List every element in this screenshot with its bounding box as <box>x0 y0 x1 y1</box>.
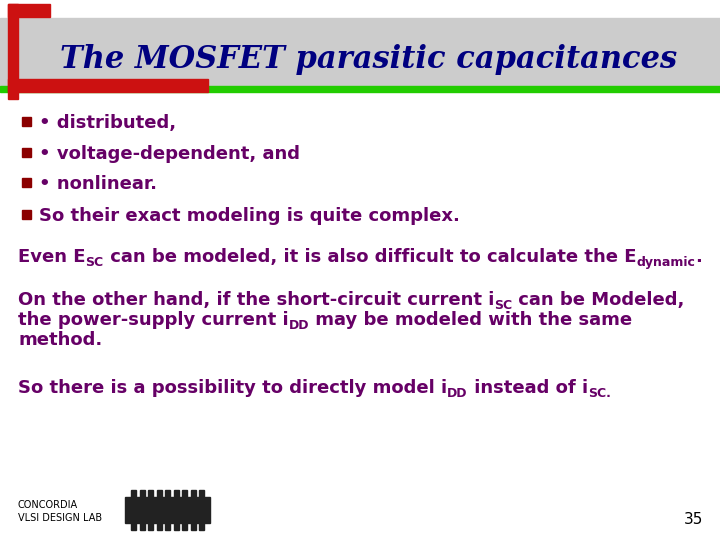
Bar <box>191 490 196 497</box>
Bar <box>22 117 31 126</box>
Bar <box>125 497 210 523</box>
Bar <box>191 523 196 530</box>
Bar <box>22 178 31 187</box>
Bar <box>165 523 170 530</box>
Bar <box>156 523 161 530</box>
Bar <box>182 523 187 530</box>
Bar <box>165 490 170 497</box>
Bar <box>131 523 136 530</box>
Bar <box>8 79 208 92</box>
Text: SC: SC <box>495 299 513 312</box>
Text: SC.: SC. <box>588 387 611 400</box>
Text: The MOSFET parasitic capacitances: The MOSFET parasitic capacitances <box>60 44 677 75</box>
Bar <box>148 523 153 530</box>
Bar <box>140 523 145 530</box>
Text: DD: DD <box>447 387 467 400</box>
Bar <box>22 148 31 157</box>
Text: SC: SC <box>86 256 104 269</box>
Text: method.: method. <box>18 331 102 349</box>
Text: .: . <box>695 248 702 266</box>
Bar <box>140 490 145 497</box>
Text: can be modeled, it is also difficult to calculate the E: can be modeled, it is also difficult to … <box>104 248 636 266</box>
Text: can be Modeled,: can be Modeled, <box>513 291 685 309</box>
Text: • voltage-dependent, and: • voltage-dependent, and <box>39 145 300 163</box>
Text: So there is a possibility to directly model i: So there is a possibility to directly mo… <box>18 379 447 397</box>
Bar <box>0 18 720 86</box>
Bar <box>174 490 179 497</box>
Text: 35: 35 <box>683 512 703 527</box>
Text: On the other hand, if the short-circuit current i: On the other hand, if the short-circuit … <box>18 291 495 309</box>
Text: dynamic: dynamic <box>636 256 695 269</box>
Text: So their exact modeling is quite complex.: So their exact modeling is quite complex… <box>39 207 460 225</box>
Text: • distributed,: • distributed, <box>39 114 176 132</box>
Bar <box>148 490 153 497</box>
Text: instead of i: instead of i <box>467 379 588 397</box>
Bar <box>8 4 18 99</box>
Bar <box>22 210 31 219</box>
Bar <box>131 490 136 497</box>
Bar <box>0 86 720 92</box>
Bar <box>199 490 204 497</box>
Text: Even E: Even E <box>18 248 86 266</box>
Bar <box>182 490 187 497</box>
Text: the power-supply current i: the power-supply current i <box>18 311 289 329</box>
Bar <box>199 523 204 530</box>
Text: may be modeled with the same: may be modeled with the same <box>309 311 632 329</box>
Text: CONCORDIA
VLSI DESIGN LAB: CONCORDIA VLSI DESIGN LAB <box>18 500 102 523</box>
Bar <box>156 490 161 497</box>
Bar <box>174 523 179 530</box>
Text: • nonlinear.: • nonlinear. <box>39 175 157 193</box>
Text: DD: DD <box>289 319 309 332</box>
Bar <box>8 4 50 17</box>
